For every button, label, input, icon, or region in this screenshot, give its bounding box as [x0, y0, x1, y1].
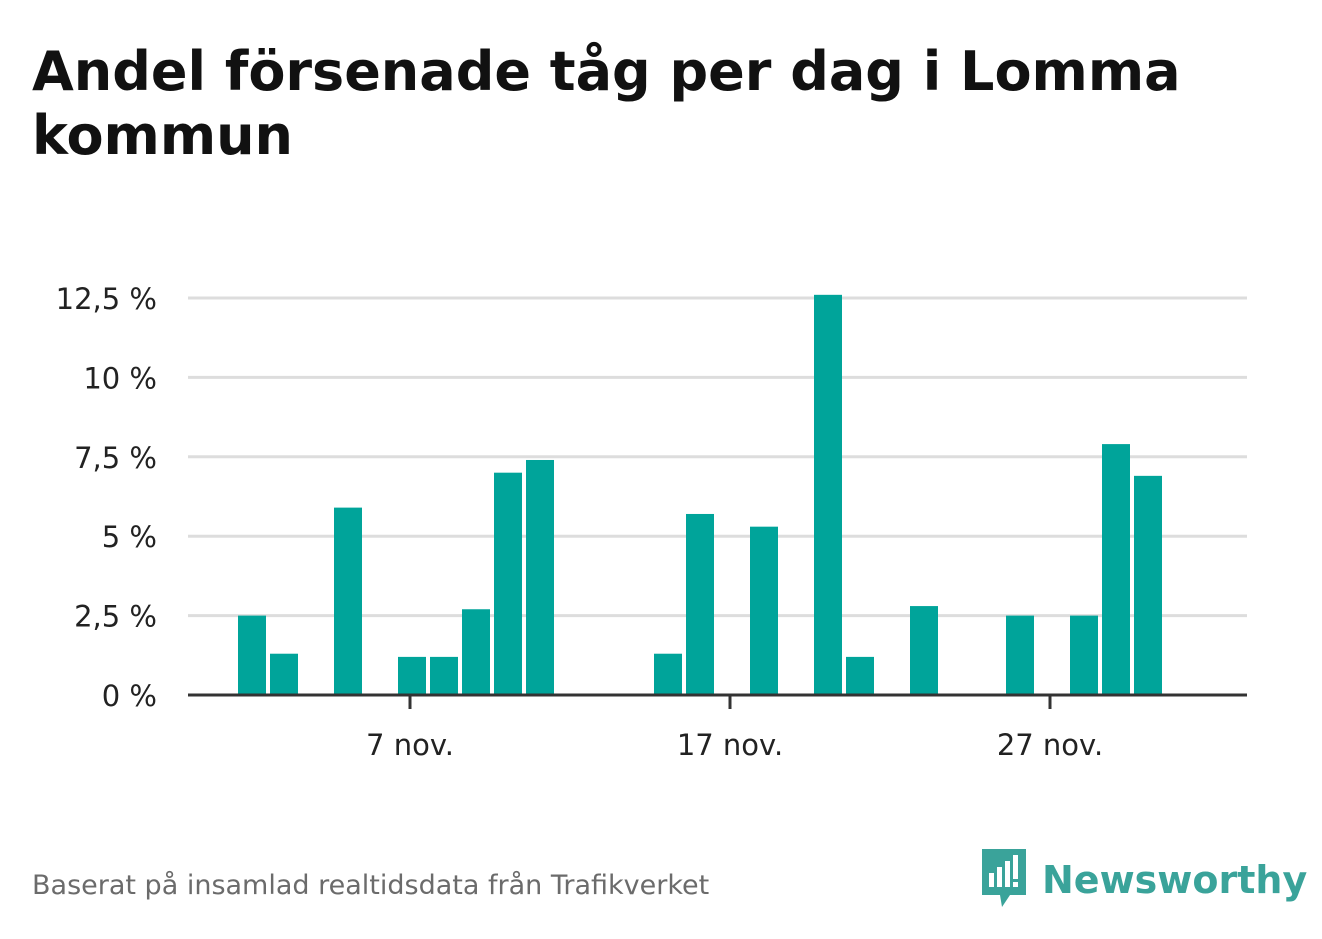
bar — [270, 653, 298, 695]
bar — [1070, 615, 1098, 695]
bar — [494, 472, 522, 695]
bar — [910, 606, 938, 695]
newsworthy-logo-icon — [980, 847, 1028, 913]
bar — [686, 513, 714, 695]
brand-name: Newsworthy — [1042, 858, 1308, 902]
bar — [814, 294, 842, 695]
bar — [846, 656, 874, 695]
y-tick-label: 7,5 % — [74, 441, 157, 475]
y-tick-label: 10 % — [83, 361, 157, 395]
bar — [238, 615, 266, 695]
bar — [1134, 475, 1162, 695]
x-tick-label: 7 nov. — [366, 728, 454, 762]
source-note: Baserat på insamlad realtidsdata från Tr… — [32, 870, 710, 901]
y-tick-label: 5 % — [102, 520, 157, 554]
x-tick-label: 27 nov. — [997, 728, 1103, 762]
brand-logo: Newsworthy — [980, 848, 1307, 912]
bar — [654, 653, 682, 695]
x-tick-label: 17 nov. — [677, 728, 783, 762]
bar — [750, 526, 778, 695]
x-axis: 7 nov. 17 nov. 27 nov. — [188, 693, 1247, 762]
bar — [526, 459, 554, 695]
bar — [334, 507, 362, 695]
bar — [1102, 444, 1130, 695]
chart-title: Andel försenade tåg per dag i Lomma komm… — [32, 40, 1181, 167]
bar — [398, 656, 426, 695]
y-tick-label: 0 % — [102, 679, 157, 713]
bar — [430, 656, 458, 695]
bar — [462, 609, 490, 695]
y-tick-label: 2,5 % — [74, 600, 157, 634]
gridlines — [188, 296, 1247, 618]
bars — [238, 294, 1162, 695]
bar — [1006, 615, 1034, 695]
y-axis-labels: 0 % 2,5 % 5 % 7,5 % 10 % 12,5 % — [56, 282, 157, 713]
y-tick-label: 12,5 % — [56, 282, 157, 316]
